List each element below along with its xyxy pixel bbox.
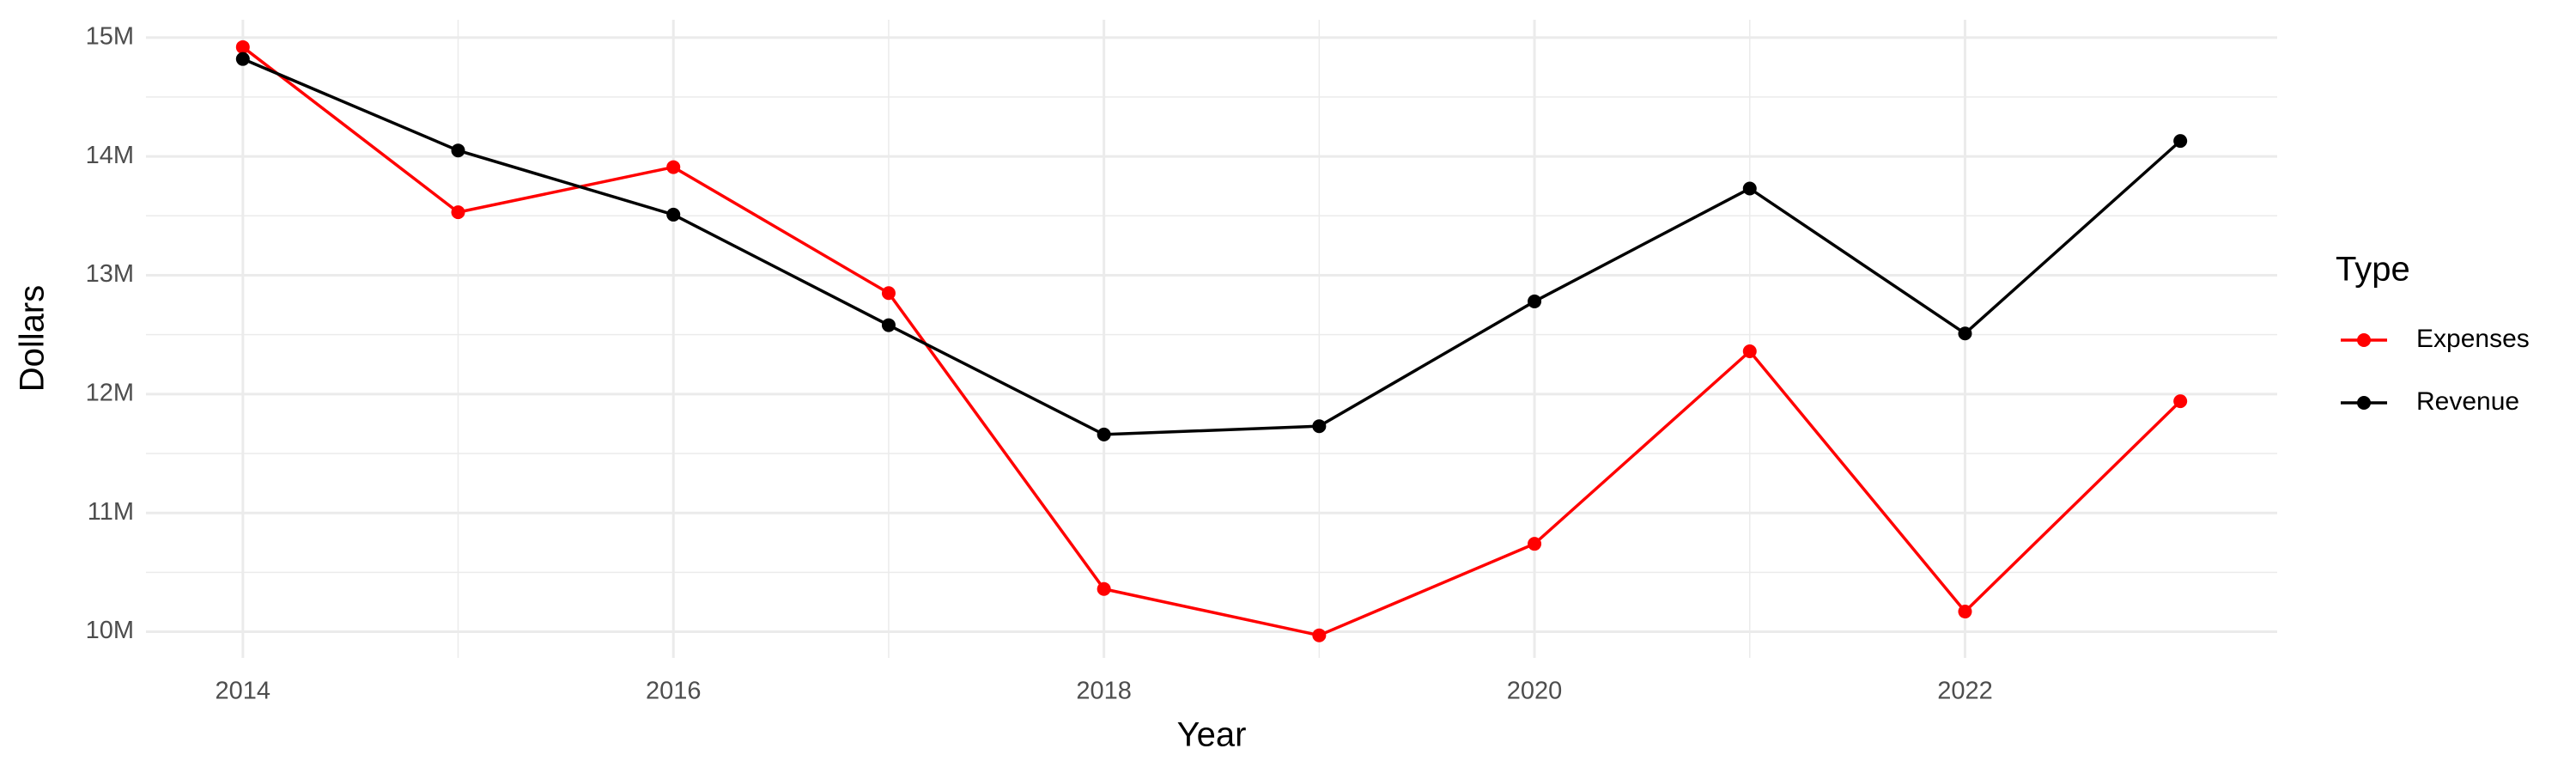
y-tick-label: 13M <box>86 260 134 288</box>
y-tick-label: 10M <box>86 617 134 644</box>
legend-label: Revenue <box>2416 387 2519 416</box>
legend-key-point <box>2357 396 2371 410</box>
data-point <box>1742 344 1757 359</box>
data-point <box>1312 419 1327 434</box>
data-point <box>235 40 250 54</box>
data-point <box>2173 394 2188 409</box>
x-tick-label: 2016 <box>646 678 702 705</box>
data-point <box>666 160 681 174</box>
series-line <box>241 46 2182 637</box>
y-tick-label: 12M <box>86 379 134 406</box>
series-line <box>242 58 2182 436</box>
data-point <box>1312 628 1327 642</box>
y-tick-label: 15M <box>86 22 134 50</box>
legend-key-point <box>2357 333 2371 347</box>
data-point <box>666 207 681 222</box>
data-point <box>881 318 896 332</box>
x-tick-label: 2018 <box>1076 678 1132 705</box>
y-tick-label: 14M <box>86 142 134 169</box>
data-point <box>451 143 465 158</box>
data-point <box>235 52 250 66</box>
legend-label: Expenses <box>2416 325 2530 353</box>
x-axis-title: Year <box>1177 716 1247 754</box>
data-point <box>451 205 465 220</box>
data-point <box>1097 427 1111 441</box>
data-point <box>881 286 896 301</box>
data-point <box>2173 134 2188 149</box>
x-tick-label: 2014 <box>216 678 271 705</box>
x-tick-label: 2022 <box>1937 678 1993 705</box>
data-point <box>1958 326 1972 341</box>
y-axis-title: Dollars <box>14 285 52 392</box>
x-tick-label: 2020 <box>1507 678 1563 705</box>
data-point <box>1528 537 1542 551</box>
data-point <box>1097 581 1111 596</box>
data-point <box>1528 294 1542 308</box>
data-point <box>1742 181 1757 196</box>
data-point <box>1958 605 1972 619</box>
legend-title: Type <box>2336 251 2410 289</box>
y-tick-label: 11M <box>88 498 134 526</box>
